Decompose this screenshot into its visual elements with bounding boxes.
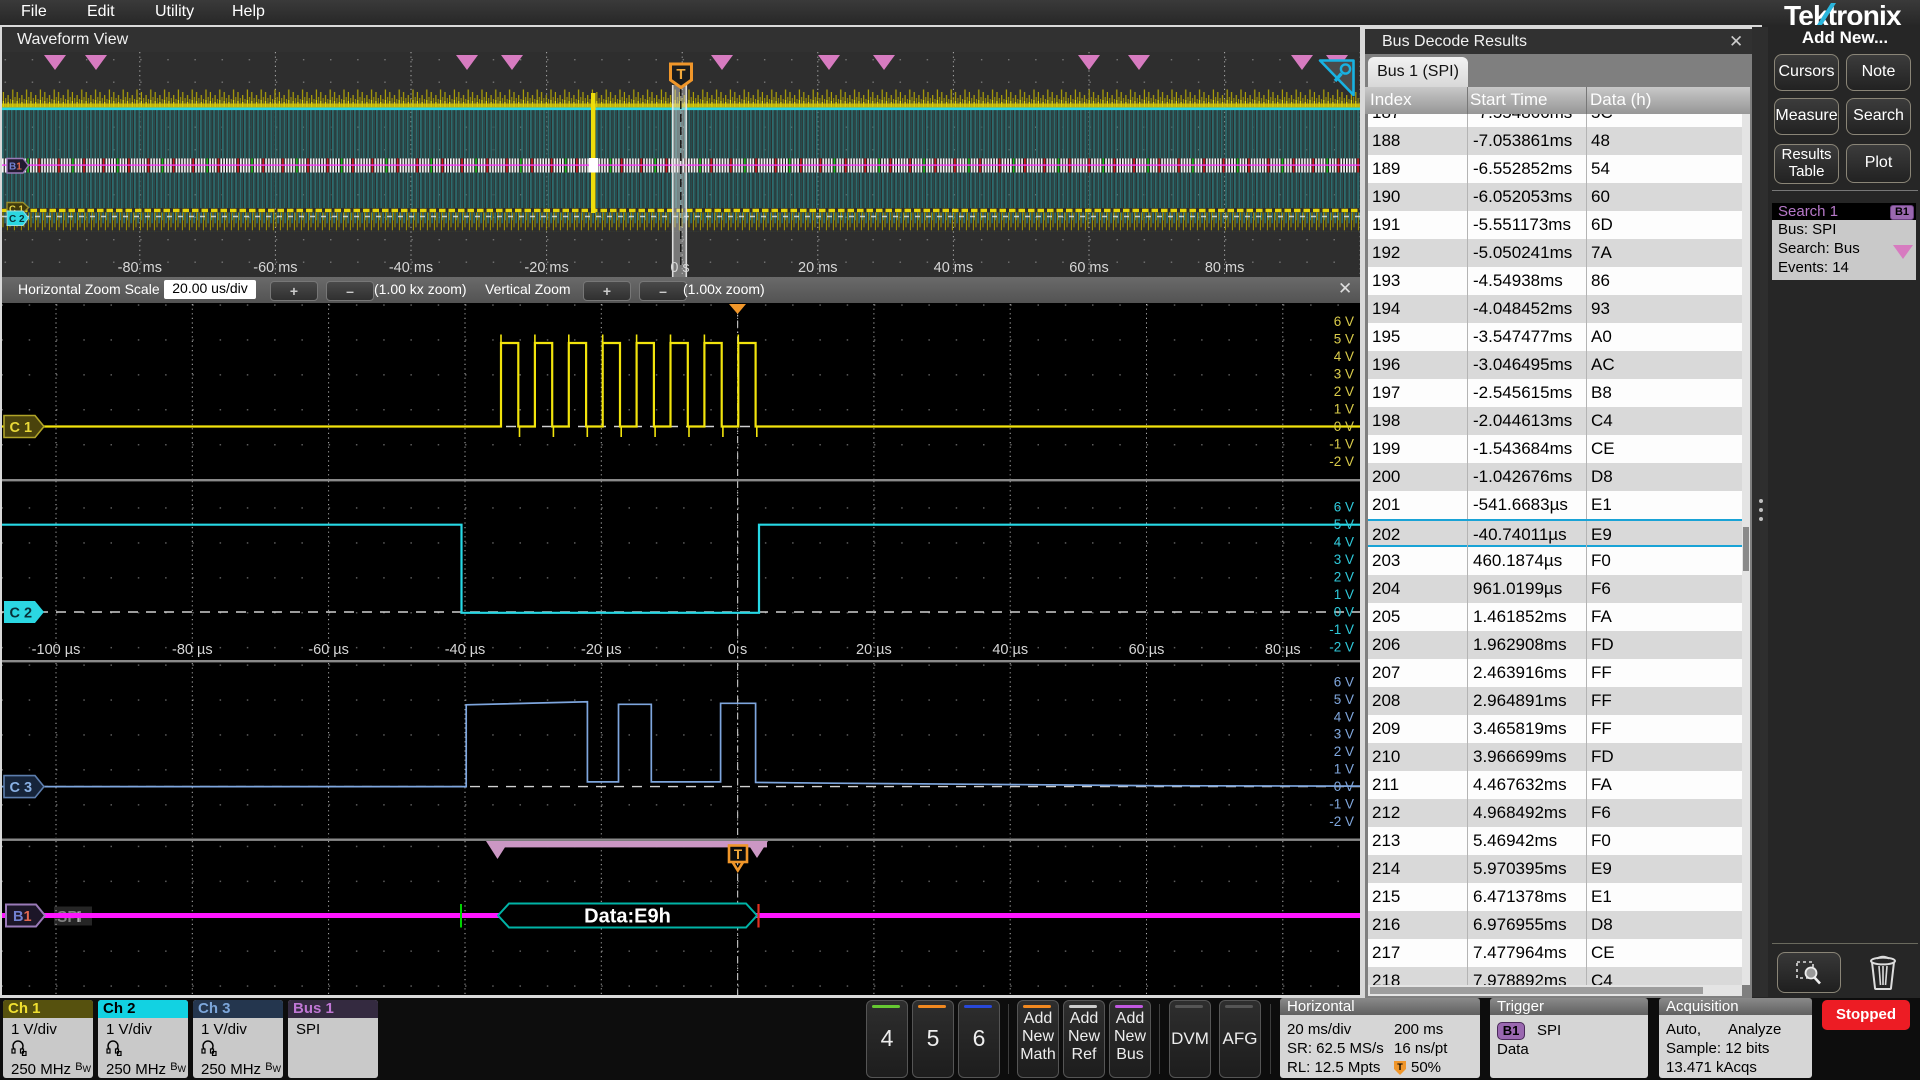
svg-text:2 V: 2 V	[1334, 384, 1354, 399]
svg-text:0 s: 0 s	[728, 642, 747, 658]
svg-text:-20 ms: -20 ms	[524, 260, 568, 276]
svg-text:-60 µs: -60 µs	[308, 642, 349, 658]
svg-text:80 ms: 80 ms	[1205, 260, 1245, 276]
svg-text:4 V: 4 V	[1334, 535, 1354, 550]
svg-text:-100 µs: -100 µs	[32, 642, 81, 658]
svg-text:-80 ms: -80 ms	[118, 260, 162, 276]
svg-text:5 V: 5 V	[1334, 332, 1354, 347]
svg-text:B1: B1	[13, 909, 32, 925]
svg-text:Data:E9h: Data:E9h	[584, 906, 671, 928]
svg-text:-2 V: -2 V	[1329, 454, 1354, 469]
svg-text:B1: B1	[9, 162, 22, 173]
svg-text:40 ms: 40 ms	[934, 260, 974, 276]
svg-text:60 ms: 60 ms	[1069, 260, 1109, 276]
svg-text:1 V: 1 V	[1334, 402, 1354, 417]
svg-text:-20 µs: -20 µs	[581, 642, 622, 658]
svg-text:1 V: 1 V	[1334, 587, 1354, 602]
svg-text:-1 V: -1 V	[1329, 622, 1354, 637]
svg-text:C 3: C 3	[10, 780, 33, 796]
svg-text:20 ms: 20 ms	[798, 260, 838, 276]
svg-text:-1 V: -1 V	[1329, 797, 1354, 812]
svg-text:C 2: C 2	[10, 606, 33, 622]
svg-text:6 V: 6 V	[1334, 314, 1354, 329]
svg-text:5 V: 5 V	[1334, 692, 1354, 707]
svg-text:5 V: 5 V	[1334, 517, 1354, 532]
svg-text:0 V: 0 V	[1334, 779, 1354, 794]
svg-text:T: T	[1397, 1062, 1403, 1072]
svg-text:0 s: 0 s	[670, 260, 689, 276]
svg-text:T: T	[676, 66, 685, 83]
svg-text:-40 ms: -40 ms	[389, 260, 433, 276]
svg-text:-2 V: -2 V	[1329, 814, 1354, 829]
svg-text:0 V: 0 V	[1334, 419, 1354, 434]
svg-text:-40 µs: -40 µs	[445, 642, 486, 658]
svg-text:2 V: 2 V	[1334, 570, 1354, 585]
svg-text:C 1: C 1	[9, 204, 25, 215]
svg-text:T: T	[734, 847, 743, 862]
svg-text:C 1: C 1	[10, 420, 33, 436]
svg-text:0 V: 0 V	[1334, 605, 1354, 620]
svg-text:3 V: 3 V	[1334, 727, 1354, 742]
svg-text:20 µs: 20 µs	[856, 642, 892, 658]
svg-text:40 µs: 40 µs	[992, 642, 1028, 658]
svg-text:3 V: 3 V	[1334, 552, 1354, 567]
svg-text:6 V: 6 V	[1334, 500, 1354, 515]
svg-text:6 V: 6 V	[1334, 674, 1354, 689]
svg-text:80 µs: 80 µs	[1265, 642, 1301, 658]
svg-text:-1 V: -1 V	[1329, 437, 1354, 452]
svg-text:-2 V: -2 V	[1329, 639, 1354, 654]
svg-text:C 2: C 2	[9, 214, 25, 225]
svg-text:2 V: 2 V	[1334, 744, 1354, 759]
svg-text:4 V: 4 V	[1334, 709, 1354, 724]
svg-text:60 µs: 60 µs	[1129, 642, 1165, 658]
svg-text:4 V: 4 V	[1334, 349, 1354, 364]
svg-text:-80 µs: -80 µs	[172, 642, 213, 658]
svg-text:-60 ms: -60 ms	[253, 260, 297, 276]
svg-text:3 V: 3 V	[1334, 367, 1354, 382]
svg-text:1 V: 1 V	[1334, 762, 1354, 777]
